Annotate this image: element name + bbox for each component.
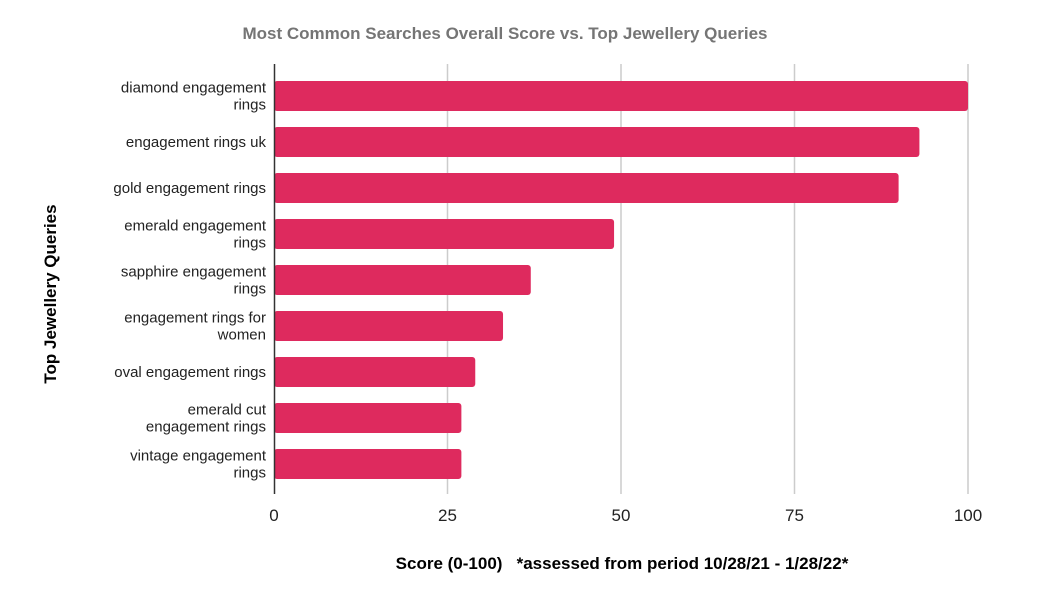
- y-tick-label: vintage engagement rings: [130, 448, 267, 482]
- y-tick-label-line: vintage engagement: [130, 448, 267, 465]
- y-tick-label: oval engagement rings: [114, 364, 266, 381]
- y-tick-label: emerald engagement rings: [124, 218, 267, 252]
- y-tick-label: gold engagement rings: [113, 180, 266, 197]
- y-tick-label-line: rings: [233, 97, 266, 114]
- bar: [274, 449, 462, 479]
- x-tick-label: 25: [438, 506, 457, 525]
- y-tick-label-line: rings: [233, 465, 266, 482]
- y-tick-label-line: rings: [233, 281, 266, 298]
- y-tick-label-line: women: [217, 327, 266, 344]
- x-tick-label: 50: [612, 506, 631, 525]
- y-tick-label: engagement rings for women: [124, 310, 266, 344]
- y-tick-label: engagement rings uk: [126, 134, 267, 151]
- y-tick-label-line: engagement rings for: [124, 310, 266, 327]
- y-tick-label: sapphire engagement rings: [121, 264, 267, 298]
- bar: [274, 403, 462, 433]
- y-tick-label-line: rings: [233, 235, 266, 252]
- y-tick-label-line: emerald engagement: [124, 218, 267, 235]
- x-axis-title: Score (0-100) *assessed from period 10/2…: [396, 554, 849, 573]
- bar: [274, 219, 615, 249]
- bar: [274, 127, 920, 157]
- x-tick-label: 100: [954, 506, 982, 525]
- y-tick-label: diamond engagement rings: [121, 80, 267, 114]
- bar: [274, 81, 968, 111]
- y-tick-label-line: sapphire engagement: [121, 264, 267, 281]
- bar: [274, 357, 476, 387]
- chart-title: Most Common Searches Overall Score vs. T…: [242, 24, 767, 43]
- y-tick-label-line: engagement rings: [146, 419, 266, 436]
- x-tick-label: 75: [785, 506, 804, 525]
- y-axis-title: Top Jewellery Queries: [41, 204, 60, 383]
- x-tick-label: 0: [269, 506, 278, 525]
- y-tick-label-line: diamond engagement: [121, 80, 267, 97]
- y-tick-label-line: oval engagement rings: [114, 364, 266, 381]
- y-tick-label: emerald cut engagement rings: [146, 402, 267, 436]
- y-tick-label-line: gold engagement rings: [113, 180, 266, 197]
- bar: [274, 265, 531, 295]
- bar: [274, 173, 899, 203]
- y-tick-label-line: emerald cut: [188, 402, 267, 419]
- bar: [274, 311, 504, 341]
- y-tick-label-line: engagement rings uk: [126, 134, 267, 151]
